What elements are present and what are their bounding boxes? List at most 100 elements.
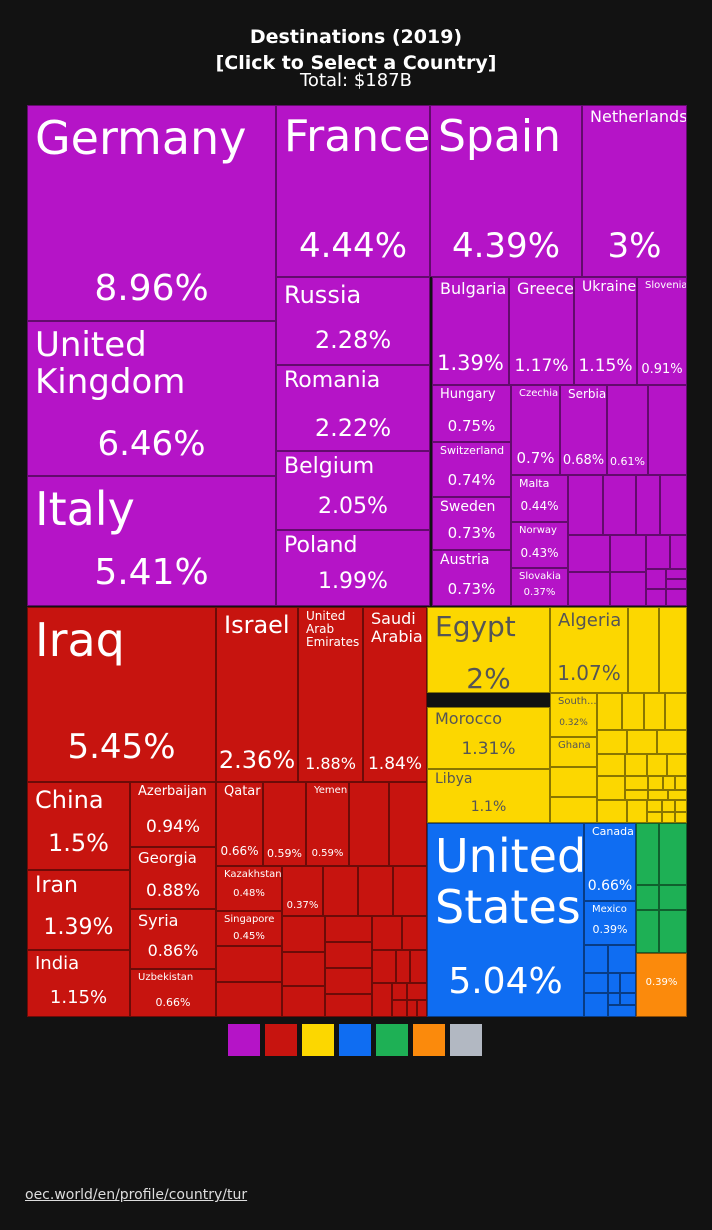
tile-small-asia[interactable] xyxy=(393,866,427,916)
tile-small-africa[interactable] xyxy=(628,607,659,693)
tile-small-africa[interactable] xyxy=(597,730,627,754)
tile-germany[interactable]: Germany 8.96% xyxy=(27,105,276,321)
tile-small-africa[interactable] xyxy=(675,812,687,823)
tile-small-asia[interactable] xyxy=(358,866,393,916)
tile-small-north-america[interactable] xyxy=(608,973,620,993)
tile-small-south-america[interactable] xyxy=(659,910,687,953)
tile-small-africa[interactable] xyxy=(622,693,644,730)
tile-small-asia[interactable] xyxy=(417,1000,427,1017)
tile-small-africa[interactable] xyxy=(550,797,597,823)
tile-small-africa[interactable] xyxy=(668,790,687,800)
tile-egypt[interactable]: Egypt 2% xyxy=(427,607,550,693)
tile-small-europe[interactable] xyxy=(636,475,660,535)
tile-small-africa[interactable] xyxy=(648,776,663,790)
tile-libya[interactable]: Libya 1.1% xyxy=(427,769,550,823)
tile-canada[interactable]: Canada 0.66% xyxy=(584,823,636,901)
tile-czechia[interactable]: Czechia 0.7% xyxy=(511,385,560,475)
source-link[interactable]: oec.world/en/profile/country/tur xyxy=(25,1187,248,1203)
tile-qatar[interactable]: Qatar 0.66% xyxy=(216,782,263,866)
tile-austria[interactable]: Austria 0.73% xyxy=(432,550,511,606)
tile-syria[interactable]: Syria 0.86% xyxy=(130,909,216,969)
tile-small-europe[interactable] xyxy=(666,569,687,579)
tile-small-asia[interactable] xyxy=(325,968,372,994)
tile-united-kingdom[interactable]: United Kingdom 6.46% xyxy=(27,321,276,476)
tile-china[interactable]: China 1.5% xyxy=(27,782,130,870)
tile-small-africa[interactable] xyxy=(597,776,625,800)
tile-small-asia[interactable] xyxy=(282,952,325,986)
tile-south[interactable]: South... 0.32% xyxy=(550,693,597,737)
tile-israel[interactable]: Israel 2.36% xyxy=(216,607,298,782)
tile-small-africa[interactable] xyxy=(597,693,622,730)
tile-small-africa[interactable] xyxy=(657,730,687,754)
tile-small-europe[interactable] xyxy=(660,475,687,535)
tile-small-south-america[interactable] xyxy=(636,823,659,885)
tile-small-north-america[interactable] xyxy=(608,993,620,1005)
tile-iraq[interactable]: Iraq 5.45% xyxy=(27,607,216,782)
tile-small-africa[interactable] xyxy=(627,800,647,823)
tile-small-africa[interactable] xyxy=(597,800,627,823)
tile-small-asia[interactable] xyxy=(392,1000,407,1017)
tile-small-europe[interactable] xyxy=(610,535,646,572)
legend-swatch-asia[interactable] xyxy=(265,1024,297,1056)
tile-yemen[interactable]: Yemen 0.59% xyxy=(306,782,349,866)
legend-swatch-europe[interactable] xyxy=(228,1024,260,1056)
tile-small-africa[interactable] xyxy=(625,776,648,790)
tile-serbia[interactable]: Serbia 0.68% xyxy=(560,385,607,475)
legend-swatch-africa[interactable] xyxy=(302,1024,334,1056)
tile-small-africa[interactable] xyxy=(675,776,687,790)
tile-uzbekistan[interactable]: Uzbekistan 0.66% xyxy=(130,969,216,1017)
tile-small-africa[interactable] xyxy=(667,754,687,776)
tile-ukraine[interactable]: Ukraine 1.15% xyxy=(574,277,637,385)
tile-small-europe[interactable] xyxy=(603,475,636,535)
tile-small-asia[interactable] xyxy=(392,983,407,1000)
tile-bulgaria[interactable]: Bulgaria 1.39% xyxy=(432,277,509,385)
legend-swatch-north-america[interactable] xyxy=(339,1024,371,1056)
tile-small-asia[interactable] xyxy=(389,782,427,866)
tile-small-africa[interactable] xyxy=(663,776,675,790)
tile-malta[interactable]: Malta 0.44% xyxy=(511,475,568,522)
tile-small-africa[interactable] xyxy=(627,730,657,754)
tile-united-states[interactable]: United States 5.04% xyxy=(427,823,584,1017)
tile-small-asia[interactable] xyxy=(216,946,282,982)
tile-small-asia[interactable] xyxy=(410,950,427,983)
tile-small-asia[interactable] xyxy=(216,982,282,1017)
tile-poland[interactable]: Poland 1.99% xyxy=(276,530,430,606)
tile-small-asia[interactable] xyxy=(349,782,389,866)
tile-small-asia[interactable] xyxy=(325,916,372,942)
tile-small-north-america[interactable] xyxy=(584,973,608,993)
tile-small-africa[interactable] xyxy=(665,693,687,730)
tile-hungary[interactable]: Hungary 0.75% xyxy=(432,385,511,442)
tile-small-africa[interactable] xyxy=(550,767,597,797)
tile-russia[interactable]: Russia 2.28% xyxy=(276,277,430,365)
tile-iran[interactable]: Iran 1.39% xyxy=(27,870,130,950)
tile-small-europe[interactable] xyxy=(646,589,666,606)
tile-small-africa[interactable] xyxy=(647,812,662,823)
tile-belgium[interactable]: Belgium 2.05% xyxy=(276,451,430,530)
tile-sweden[interactable]: Sweden 0.73% xyxy=(432,497,511,550)
tile-small-asia[interactable] xyxy=(282,986,325,1017)
tile-singapore[interactable]: Singapore 0.45% xyxy=(216,911,282,946)
tile-small-africa[interactable] xyxy=(597,754,625,776)
tile-saudi-arabia[interactable]: Saudi Arabia 1.84% xyxy=(363,607,427,782)
tile-small-europe[interactable] xyxy=(568,475,603,535)
tile-unlabeled-asia[interactable]: 0.37% xyxy=(282,866,323,916)
tile-small-asia[interactable] xyxy=(402,916,427,950)
tile-small-south-america[interactable] xyxy=(636,910,659,953)
tile-small-north-america[interactable] xyxy=(608,1005,636,1017)
tile-azerbaijan[interactable]: Azerbaijan 0.94% xyxy=(130,782,216,847)
tile-kazakhstan[interactable]: Kazakhstan 0.48% xyxy=(216,866,282,911)
tile-small-africa[interactable] xyxy=(625,790,648,800)
tile-small-africa[interactable] xyxy=(647,800,662,812)
tile-small-asia[interactable] xyxy=(407,983,427,1000)
tile-algeria[interactable]: Algeria 1.07% xyxy=(550,607,628,693)
tile-romania[interactable]: Romania 2.22% xyxy=(276,365,430,451)
tile-small-africa[interactable] xyxy=(644,693,665,730)
tile-small-south-america[interactable] xyxy=(659,885,687,910)
tile-small-europe[interactable] xyxy=(646,569,666,589)
tile-india[interactable]: India 1.15% xyxy=(27,950,130,1017)
tile-unlabeled-oceania[interactable]: 0.39% xyxy=(636,953,687,1017)
tile-small-africa[interactable] xyxy=(648,790,668,800)
tile-small-asia[interactable] xyxy=(325,942,372,968)
tile-small-asia[interactable] xyxy=(282,916,325,952)
tile-italy[interactable]: Italy 5.41% xyxy=(27,476,276,606)
